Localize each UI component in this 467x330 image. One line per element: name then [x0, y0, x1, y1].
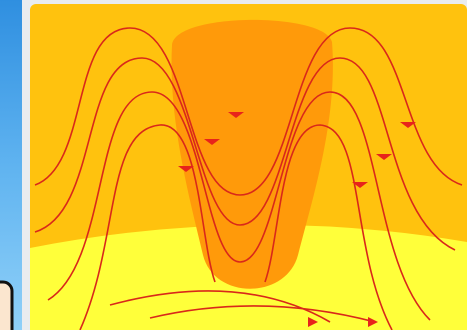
- field-line: [34, 27, 463, 196]
- arrow: [308, 317, 318, 327]
- arrow: [228, 112, 244, 118]
- field-line: [264, 124, 393, 330]
- arrow: [352, 182, 368, 188]
- side-button[interactable]: [0, 280, 14, 330]
- side-strip: [0, 0, 22, 330]
- arrows: [178, 112, 416, 327]
- arrow: [368, 317, 378, 327]
- field-line: [109, 290, 331, 323]
- field-line: [47, 91, 431, 321]
- arrow: [400, 122, 416, 128]
- rising-plume: [171, 19, 333, 289]
- arrow: [178, 166, 194, 172]
- diagram-panel: [30, 4, 467, 330]
- arrow: [376, 154, 392, 160]
- field-lines: [34, 27, 463, 330]
- field-line: [149, 305, 376, 323]
- field-line: [79, 124, 216, 330]
- arrow: [204, 139, 220, 145]
- field-line: [34, 57, 456, 251]
